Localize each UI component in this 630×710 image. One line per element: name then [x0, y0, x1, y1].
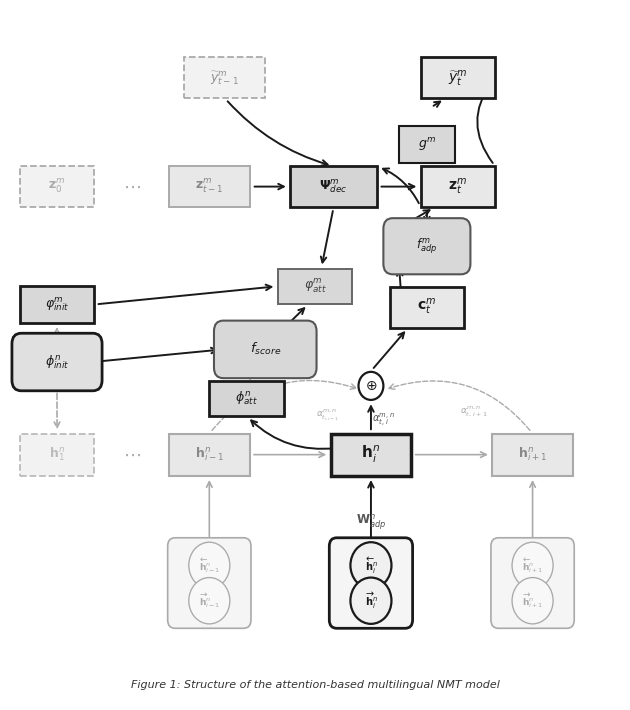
- Circle shape: [189, 542, 230, 589]
- Circle shape: [512, 577, 553, 624]
- FancyBboxPatch shape: [209, 381, 284, 416]
- Text: $\mathbf{h}_{i+1}^n$: $\mathbf{h}_{i+1}^n$: [518, 446, 547, 464]
- FancyBboxPatch shape: [214, 321, 316, 378]
- FancyBboxPatch shape: [185, 58, 265, 98]
- Text: $\oplus$: $\oplus$: [365, 379, 377, 393]
- FancyBboxPatch shape: [399, 126, 455, 163]
- Text: $\overleftarrow{\mathbf{h}}_{i+1}^n$: $\overleftarrow{\mathbf{h}}_{i+1}^n$: [522, 556, 543, 574]
- FancyBboxPatch shape: [20, 286, 94, 323]
- FancyBboxPatch shape: [329, 537, 413, 628]
- FancyBboxPatch shape: [421, 166, 495, 207]
- Text: $\overleftarrow{\mathbf{h}}_{i-1}^n$: $\overleftarrow{\mathbf{h}}_{i-1}^n$: [198, 556, 220, 574]
- Text: $\alpha_{t_{i,i-1}}^{m,n}$: $\alpha_{t_{i,i-1}}^{m,n}$: [316, 408, 339, 422]
- Text: $\varphi_{att}^m$: $\varphi_{att}^m$: [304, 278, 326, 295]
- Text: $\widetilde{y}_t^m$: $\widetilde{y}_t^m$: [448, 68, 467, 88]
- Text: $\mathbf{z}_t^m$: $\mathbf{z}_t^m$: [449, 177, 467, 197]
- Text: $\mathbf{h}_{i-1}^n$: $\mathbf{h}_{i-1}^n$: [195, 446, 224, 464]
- Text: $\cdots$: $\cdots$: [123, 178, 140, 195]
- Text: $\mathbf{z}_0^m$: $\mathbf{z}_0^m$: [49, 178, 66, 195]
- Text: $\cdots$: $\cdots$: [123, 446, 140, 464]
- FancyBboxPatch shape: [491, 537, 574, 628]
- Text: $\varphi_{init}^m$: $\varphi_{init}^m$: [45, 295, 69, 313]
- Circle shape: [189, 577, 230, 624]
- Text: $\boldsymbol{\Psi}_{dec}^m$: $\boldsymbol{\Psi}_{dec}^m$: [319, 178, 348, 195]
- Text: $\mathbf{z}_{t-1}^m$: $\mathbf{z}_{t-1}^m$: [195, 178, 224, 195]
- Text: $\phi_{att}^n$: $\phi_{att}^n$: [235, 390, 258, 408]
- FancyBboxPatch shape: [20, 166, 94, 207]
- Text: $\overrightarrow{\mathbf{h}}_i^n$: $\overrightarrow{\mathbf{h}}_i^n$: [365, 591, 377, 611]
- FancyBboxPatch shape: [168, 537, 251, 628]
- Text: $\phi_{init}^n$: $\phi_{init}^n$: [45, 353, 69, 371]
- Text: $f_{adp}^m$: $f_{adp}^m$: [416, 236, 437, 256]
- Text: $\overleftarrow{\mathbf{h}}_i^n$: $\overleftarrow{\mathbf{h}}_i^n$: [365, 555, 377, 576]
- FancyBboxPatch shape: [492, 434, 573, 476]
- FancyBboxPatch shape: [421, 58, 495, 98]
- FancyBboxPatch shape: [169, 166, 249, 207]
- FancyBboxPatch shape: [331, 434, 411, 476]
- Text: $g^m$: $g^m$: [418, 136, 436, 153]
- Text: $\alpha_{t,\,i+1}^{m,n}$: $\alpha_{t,\,i+1}^{m,n}$: [460, 404, 488, 418]
- Text: $\mathbf{h}_i^n$: $\mathbf{h}_i^n$: [362, 444, 381, 465]
- Text: $f_{score}$: $f_{score}$: [249, 342, 281, 357]
- Text: $\mathbf{W}_{adp}^n$: $\mathbf{W}_{adp}^n$: [356, 512, 386, 532]
- FancyBboxPatch shape: [290, 166, 377, 207]
- Text: $\mathbf{c}_t^m$: $\mathbf{c}_t^m$: [417, 297, 437, 317]
- FancyBboxPatch shape: [384, 218, 471, 274]
- Text: $\overrightarrow{\mathbf{h}}_{i-1}^n$: $\overrightarrow{\mathbf{h}}_{i-1}^n$: [198, 591, 220, 610]
- Text: $\alpha_{t,\,i}^{m,n}$: $\alpha_{t,\,i}^{m,n}$: [372, 412, 395, 429]
- Text: $\mathbf{h}_1^n$: $\mathbf{h}_1^n$: [49, 446, 65, 464]
- FancyBboxPatch shape: [20, 434, 94, 476]
- Circle shape: [358, 372, 384, 400]
- Circle shape: [350, 577, 391, 624]
- FancyBboxPatch shape: [389, 287, 464, 327]
- Circle shape: [512, 542, 553, 589]
- Text: $\overrightarrow{\mathbf{h}}_{i+1}^n$: $\overrightarrow{\mathbf{h}}_{i+1}^n$: [522, 591, 543, 610]
- Text: $\widetilde{y}_{t-1}^m$: $\widetilde{y}_{t-1}^m$: [210, 69, 239, 87]
- FancyBboxPatch shape: [278, 268, 352, 304]
- Circle shape: [350, 542, 391, 589]
- FancyBboxPatch shape: [12, 333, 102, 390]
- FancyBboxPatch shape: [169, 434, 249, 476]
- Text: Figure 1: Structure of the attention-based multilingual NMT model: Figure 1: Structure of the attention-bas…: [130, 679, 500, 690]
